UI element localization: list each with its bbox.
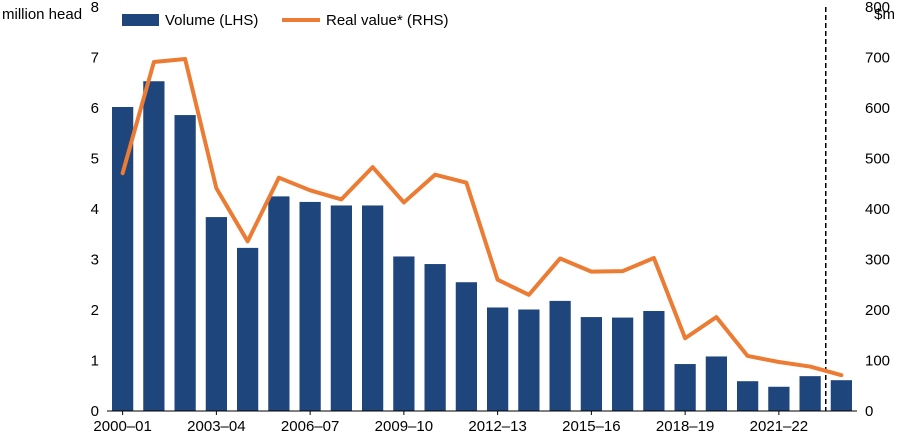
bar-2001–02 (143, 81, 165, 412)
bar-2006–07 (299, 201, 321, 411)
right-tick-label: 300 (865, 252, 890, 269)
bar-2015–16 (580, 317, 602, 411)
bar-2013–14 (518, 309, 540, 411)
left-tick-label: 1 (91, 353, 99, 370)
legend-swatch-volume (122, 14, 159, 26)
bar-2004–05 (237, 247, 259, 411)
right-tick-label: 200 (865, 302, 890, 319)
bar-2007–08 (330, 205, 352, 411)
bar-2019–20 (705, 356, 727, 411)
x-tick-label: 2006–07 (281, 418, 339, 434)
right-tick-label: 400 (865, 201, 890, 218)
bar-2008–09 (362, 205, 384, 411)
left-tick-label: 4 (91, 201, 99, 218)
legend-label-volume: Volume (LHS) (165, 12, 258, 29)
right-axis-title: $m (874, 6, 895, 23)
x-tick-label: 2021–22 (750, 418, 808, 434)
bar-2002–03 (174, 115, 196, 411)
right-tick-label: 800 (865, 0, 890, 16)
right-axis-ticks: 0 100 200 300 400 500 600 700 800 (865, 0, 890, 420)
bar-2023–24 (830, 380, 852, 411)
x-tick-label: 2003–04 (187, 418, 245, 434)
bar-2016–17 (612, 317, 634, 411)
bar-series-volume (112, 81, 852, 412)
x-tick-label: 2000–01 (93, 418, 151, 434)
bar-2012–13 (487, 307, 509, 411)
bar-2003–04 (205, 217, 227, 411)
left-tick-label: 6 (91, 100, 99, 117)
right-tick-label: 0 (865, 403, 873, 420)
x-tick-label: 2015–16 (562, 418, 620, 434)
bar-2020–21 (737, 381, 759, 411)
left-tick-label: 5 (91, 151, 99, 168)
line-series-real-value (120, 57, 844, 378)
legend: Volume (LHS) Real value* (RHS) (122, 12, 449, 29)
left-tick-label: 8 (91, 0, 99, 16)
x-tick-label: 2018–19 (656, 418, 714, 434)
left-tick-label: 7 (91, 50, 99, 67)
left-axis-title: million head (2, 6, 82, 23)
bar-2010–11 (424, 264, 446, 411)
bar-2021–22 (768, 386, 790, 411)
bar-2009–10 (393, 256, 415, 411)
left-tick-label: 2 (91, 302, 99, 319)
right-tick-label: 600 (865, 100, 890, 117)
bar-2005–06 (268, 196, 290, 412)
bar-2011–12 (455, 282, 477, 411)
x-tick-label: 2012–13 (468, 418, 526, 434)
left-axis-ticks: 0 1 2 3 4 5 6 7 8 (91, 0, 99, 420)
bar-2000–01 (112, 106, 134, 412)
legend-label-real-value: Real value* (RHS) (326, 12, 449, 29)
right-tick-label: 100 (865, 353, 890, 370)
right-tick-label: 700 (865, 50, 890, 67)
bar-2018–19 (674, 364, 696, 411)
right-tick-label: 500 (865, 151, 890, 168)
x-tick-label: 2009–10 (375, 418, 433, 434)
bar-2014–15 (549, 300, 571, 411)
x-axis-ticks: 2000–01 2003–04 2006–07 2009–10 2012–13 2015–… (93, 411, 808, 434)
left-tick-label: 0 (91, 403, 99, 420)
bar-2017–18 (643, 311, 665, 411)
left-tick-label: 3 (91, 252, 99, 269)
bar-2022–23 (799, 376, 821, 411)
